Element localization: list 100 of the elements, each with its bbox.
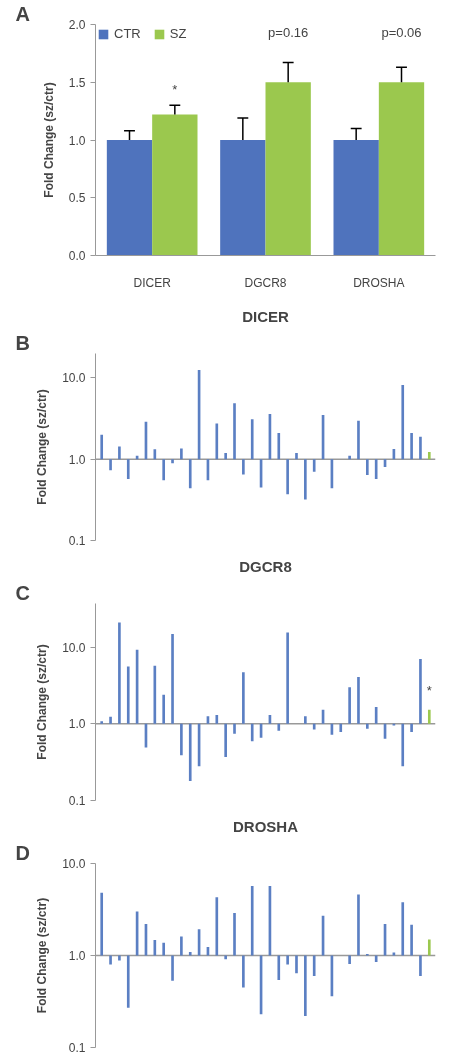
bar [153,665,157,724]
bar [357,894,360,956]
bar [171,955,174,981]
annotation: p=0.06 [381,24,422,40]
bar [109,459,112,471]
bar [100,434,104,460]
bar [295,955,298,974]
bar [392,952,396,956]
bar [126,955,130,1008]
x-tick-label: DGCR8 [244,275,287,290]
y-tick-label: 10.0 [62,371,86,386]
chart-title: DROSHA [233,817,299,835]
bar [410,924,413,956]
bar [100,721,104,724]
y-tick-label: 1.0 [68,452,86,467]
bar [118,446,121,460]
text: D [15,841,30,864]
legend-label: CTR [114,26,141,41]
annotation: * [426,682,432,698]
bar [215,423,219,460]
bar [233,912,236,956]
bar [286,459,289,495]
bar [410,433,413,460]
annotation: p=0.16 [268,24,309,40]
bar [109,955,112,965]
y-tick-label: 10.0 [62,857,86,871]
bar [286,632,289,724]
bar [106,140,153,256]
bar [162,459,166,481]
bar [348,455,351,460]
bar [304,955,307,1016]
y-axis-title: Fold Change (sz/ctr) [41,82,56,198]
bar [333,140,379,256]
bar [242,672,245,724]
bar [100,892,104,956]
bar [265,82,311,256]
bar [357,420,360,460]
bar [171,459,174,464]
bar [419,436,422,460]
bar [180,448,183,460]
bar [410,723,413,733]
bar [242,459,245,475]
bar [250,419,254,460]
x-tick-label: DROSHA [353,275,405,290]
bar [348,955,351,964]
y-tick-label: 1.0 [68,949,86,963]
bar [126,459,130,480]
bar [220,140,266,256]
y-tick-label: 1.0 [68,133,86,148]
bar [374,706,378,724]
bar [242,955,245,988]
y-tick-label: 0.5 [68,191,86,206]
bar [401,384,405,460]
text: A [15,2,30,25]
bar [277,723,281,731]
legend-label: SZ [169,26,188,41]
bar [109,716,112,724]
bar [233,403,236,460]
y-tick-label: 0.1 [68,534,86,548]
bar [118,955,121,961]
bar [295,453,298,460]
bar [188,459,192,489]
bar [188,952,192,956]
bar [152,114,198,256]
bar [162,942,166,956]
y-axis-title: Fold Change (sz/ctr) [35,644,50,760]
bar [162,694,166,724]
bar [339,723,343,733]
bar [378,82,425,256]
bar [224,723,227,757]
chart-title: DICER [242,307,289,325]
y-tick-label: 2.0 [68,18,86,32]
bar [126,666,130,724]
bar [374,459,378,480]
bar [215,897,219,956]
bar [419,955,422,976]
bar [427,451,431,460]
bar [312,459,316,472]
bar [171,634,174,724]
bar [401,902,405,956]
bar [224,453,227,460]
annotation: * [172,82,178,98]
bar [357,677,360,724]
bar [153,449,157,460]
bar [277,433,281,460]
y-tick-label: 10.0 [62,640,86,655]
x-tick-label: DICER [133,275,172,290]
bar [277,955,281,981]
text: B [15,331,30,354]
bar [153,940,157,956]
bar [224,955,227,960]
bar [427,709,431,724]
bar [312,723,316,730]
y-tick-label: 1.5 [68,75,86,90]
y-tick-label: 0.1 [68,1041,86,1055]
bar [180,723,183,756]
bar [427,939,431,956]
bar [304,716,307,724]
bar [401,723,405,767]
bar [304,459,307,500]
